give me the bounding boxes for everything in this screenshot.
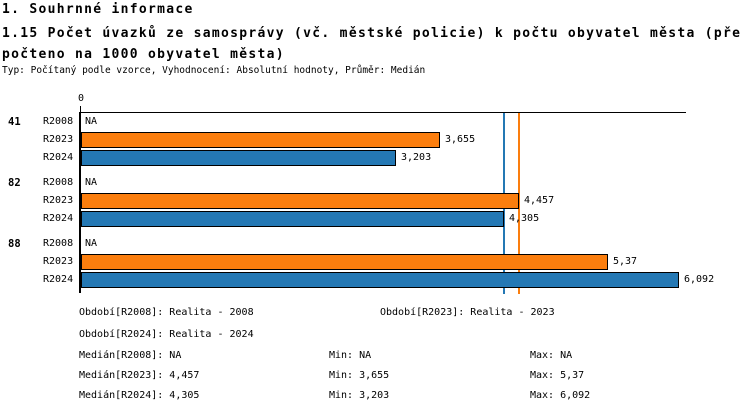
row-label-r2008: R2008 <box>43 177 74 188</box>
row-label-r2023: R2023 <box>43 195 74 206</box>
row-label-r2008: R2008 <box>43 116 74 127</box>
bar-value-label: 6,092 <box>684 274 715 285</box>
x-axis-tick <box>80 106 81 112</box>
na-value-label: NA <box>85 238 98 249</box>
section-title: 1. Souhrnné informace <box>2 2 194 17</box>
legend-max-r2024: Max: 6,092 <box>530 390 591 401</box>
x-axis-line <box>80 112 686 113</box>
x-axis-tick-label: 0 <box>77 93 85 104</box>
row-label-r2008: R2008 <box>43 238 74 249</box>
row-label-r2023: R2023 <box>43 134 74 145</box>
legend-min-r2008: Min: NA <box>329 350 372 361</box>
legend-median-r2023: Medián[R2023]: 4,457 <box>79 370 200 381</box>
bar-value-label: 4,305 <box>509 213 540 224</box>
bar-value-label: 3,655 <box>445 134 476 145</box>
row-label-r2024: R2024 <box>43 152 74 163</box>
y-axis-line <box>79 112 81 293</box>
legend-obdobi-r2024: Období[R2024]: Realita - 2024 <box>79 329 254 340</box>
page-title: 1.15 Počet úvazků ze samosprávy (vč. měs… <box>2 26 742 62</box>
bar-value-label: 3,203 <box>401 152 432 163</box>
legend-obdobi-r2023: Období[R2023]: Realita - 2023 <box>380 307 555 318</box>
legend-obdobi-r2008: Období[R2008]: Realita - 2008 <box>79 307 254 318</box>
bar-r2024 <box>81 211 504 227</box>
bar-value-label: 4,457 <box>524 195 555 206</box>
group-label: 41 <box>8 116 21 128</box>
legend-min-r2023: Min: 3,655 <box>329 370 390 381</box>
legend-min-r2024: Min: 3,203 <box>329 390 390 401</box>
na-value-label: NA <box>85 177 98 188</box>
chart-meta-line: Typ: Počítaný podle vzorce, Vyhodnocení:… <box>2 65 426 76</box>
group-label: 82 <box>8 177 21 189</box>
bar-r2023 <box>81 193 519 209</box>
row-label-r2024: R2024 <box>43 274 74 285</box>
row-label-r2023: R2023 <box>43 256 74 267</box>
bar-r2023 <box>81 132 440 148</box>
bar-r2024 <box>81 272 679 288</box>
bar-r2023 <box>81 254 608 270</box>
legend-median-r2024: Medián[R2024]: 4,305 <box>79 390 200 401</box>
group-label: 88 <box>8 238 21 250</box>
legend-max-r2008: Max: NA <box>530 350 573 361</box>
bar-value-label: 5,37 <box>613 256 638 267</box>
legend-max-r2023: Max: 5,37 <box>530 370 585 381</box>
row-label-r2024: R2024 <box>43 213 74 224</box>
legend-median-r2008: Medián[R2008]: NA <box>79 350 182 361</box>
na-value-label: NA <box>85 116 98 127</box>
bar-r2024 <box>81 150 396 166</box>
